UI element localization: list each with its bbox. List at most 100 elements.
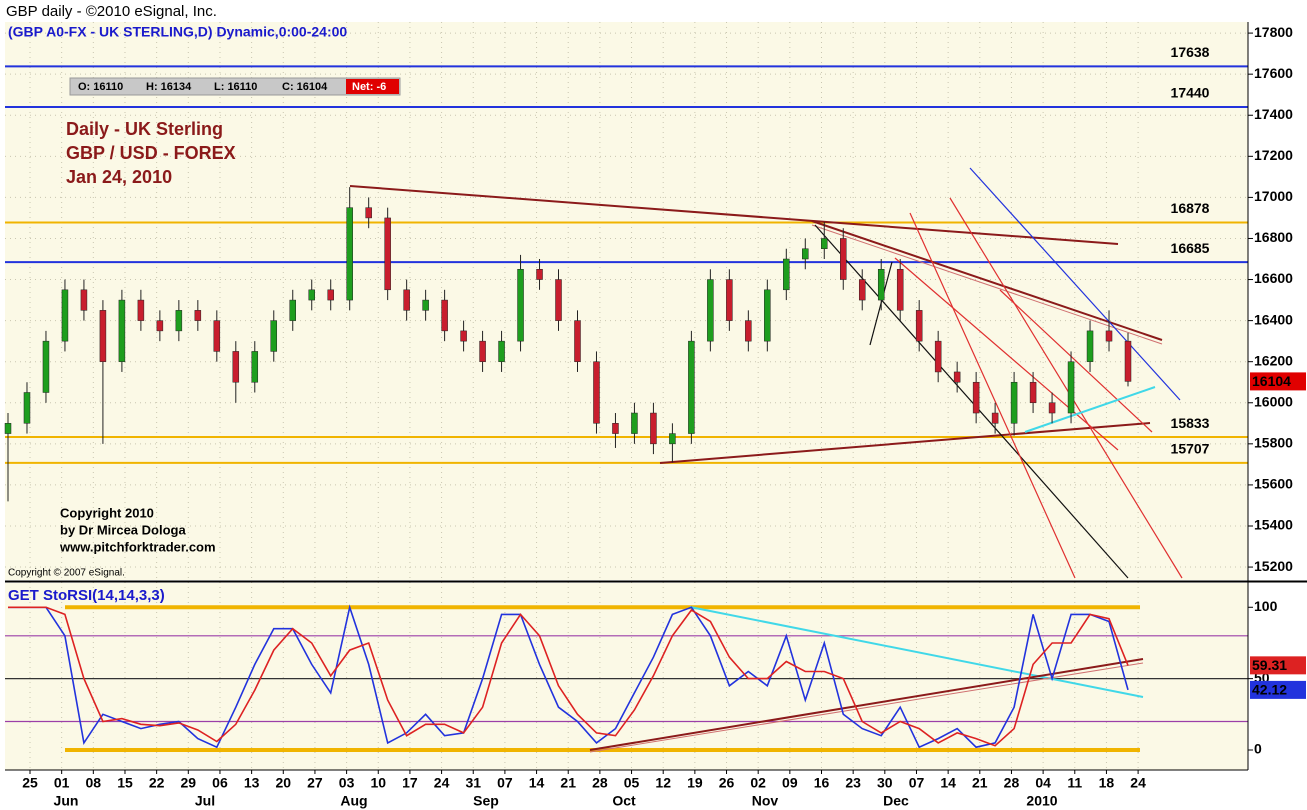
annotation: Jan 24, 2010	[66, 167, 172, 187]
ohlc-open: O: 16110	[78, 81, 123, 93]
x-tick-label: 10	[370, 775, 386, 791]
last-value-label: 42.12	[1252, 682, 1287, 698]
y-tick-label: 15400	[1254, 517, 1293, 533]
x-tick-label: 07	[497, 775, 513, 791]
month-label: Aug	[340, 793, 367, 809]
ohlc-net: Net: -6	[352, 81, 386, 93]
candle-body	[1124, 340, 1132, 382]
candle-body	[61, 289, 69, 342]
y-tick-label: 16600	[1254, 270, 1293, 286]
candle-body	[1067, 361, 1075, 414]
x-tick-label: 03	[339, 775, 355, 791]
level-label: 17440	[1171, 85, 1210, 101]
month-label: Nov	[752, 793, 779, 809]
level-label: 15707	[1171, 441, 1210, 457]
candle-body	[289, 299, 296, 321]
y-tick-label: 17400	[1254, 106, 1293, 122]
x-tick-label: 06	[212, 775, 228, 791]
x-tick-label: 21	[972, 775, 988, 791]
x-tick-label: 11	[1067, 775, 1082, 791]
x-tick-label: 05	[624, 775, 640, 791]
y-tick-label: 17000	[1254, 188, 1293, 204]
candle-body	[517, 269, 524, 342]
candle-body	[365, 207, 372, 219]
month-label: 2010	[1026, 793, 1057, 809]
candle-body	[555, 279, 562, 321]
trend-line	[909, 212, 1076, 579]
annotations: Daily - UK Sterling GBP / USD - FOREX Ja…	[66, 119, 236, 187]
candle-body	[403, 289, 410, 311]
x-tick-label: 15	[117, 775, 133, 791]
candle-body	[1086, 330, 1094, 362]
ohlc-box: O: 16110 H: 16134 L: 16110 C: 16104 Net:…	[69, 77, 401, 96]
trend-lines	[349, 167, 1183, 753]
month-label: Jun	[54, 793, 79, 809]
candle-body	[858, 279, 866, 301]
copyright: Copyright 2010 by Dr Mircea Dologa www.p…	[59, 505, 216, 554]
level-label: 15833	[1171, 415, 1210, 431]
last-value-bg	[1250, 680, 1306, 699]
candle-body	[688, 340, 695, 434]
candle-body	[669, 433, 676, 445]
indicator-title: GET StoRSI(14,14,3,3)	[8, 587, 165, 604]
candle-body	[612, 423, 619, 434]
x-tick-label: 04	[1035, 775, 1051, 791]
candle-body	[460, 330, 467, 342]
candle-body	[707, 279, 714, 342]
candle-body	[593, 361, 600, 424]
candle-body	[896, 269, 904, 311]
candle-body	[270, 320, 278, 352]
x-tick-label: 30	[877, 775, 893, 791]
candle-body	[726, 279, 733, 321]
trend-line	[349, 185, 1119, 245]
candle-body	[118, 299, 126, 362]
candle-body	[194, 310, 202, 321]
x-tick-label: 24	[434, 775, 450, 791]
y-tick-label: 16400	[1254, 311, 1293, 327]
copyright-line: www.pitchforktrader.com	[59, 539, 216, 554]
candle-body	[80, 289, 88, 311]
candle-body	[137, 299, 145, 321]
candle-body	[1010, 381, 1018, 424]
candle-body	[915, 310, 923, 342]
y-tick-label: 16800	[1254, 229, 1293, 245]
y-tick-label: 100	[1254, 598, 1278, 614]
x-tick-label: 14	[529, 775, 545, 791]
candle-body	[934, 340, 942, 373]
net-bg	[346, 79, 399, 94]
month-label: Oct	[612, 793, 636, 809]
candle-body	[251, 351, 259, 383]
ohlc-close: C: 16104	[282, 81, 328, 93]
x-tick-label: 21	[560, 775, 576, 791]
candle-body	[1029, 381, 1037, 404]
y-tick-label: 16200	[1254, 352, 1293, 368]
candle-body	[953, 371, 961, 383]
copyright-line: by Dr Mircea Dologa	[60, 522, 186, 537]
candle-body	[991, 412, 999, 424]
chart-title: GBP daily - ©2010 eSignal, Inc.	[6, 3, 217, 20]
candle-body	[346, 207, 353, 301]
x-tick-label: 28	[1004, 775, 1020, 791]
y-tick-label: 15200	[1254, 558, 1293, 574]
x-tick-label: 14	[940, 775, 956, 791]
trend-line	[811, 224, 1163, 345]
x-tick-label: 01	[54, 775, 70, 791]
annotation: Daily - UK Sterling	[66, 119, 223, 139]
last-value-label: 59.31	[1252, 657, 1287, 673]
level-label: 16685	[1171, 240, 1210, 256]
x-tick-label: 13	[244, 775, 260, 791]
candle-body	[840, 238, 847, 280]
x-tick-label: 18	[1099, 775, 1115, 791]
x-tick-label: 24	[1130, 775, 1146, 791]
candle-body	[745, 320, 752, 342]
candle-body	[972, 381, 980, 414]
y-tick-label: 15600	[1254, 476, 1293, 492]
y-tick-label: 17200	[1254, 147, 1293, 163]
trend-line	[894, 257, 1119, 451]
x-tick-label: 26	[719, 775, 735, 791]
level-label: 16878	[1171, 200, 1210, 216]
candle-body	[802, 248, 809, 260]
trend-line	[1024, 386, 1156, 433]
last-value-bg	[1250, 656, 1306, 675]
vendor-note: Copyright © 2007 eSignal.	[8, 568, 125, 579]
